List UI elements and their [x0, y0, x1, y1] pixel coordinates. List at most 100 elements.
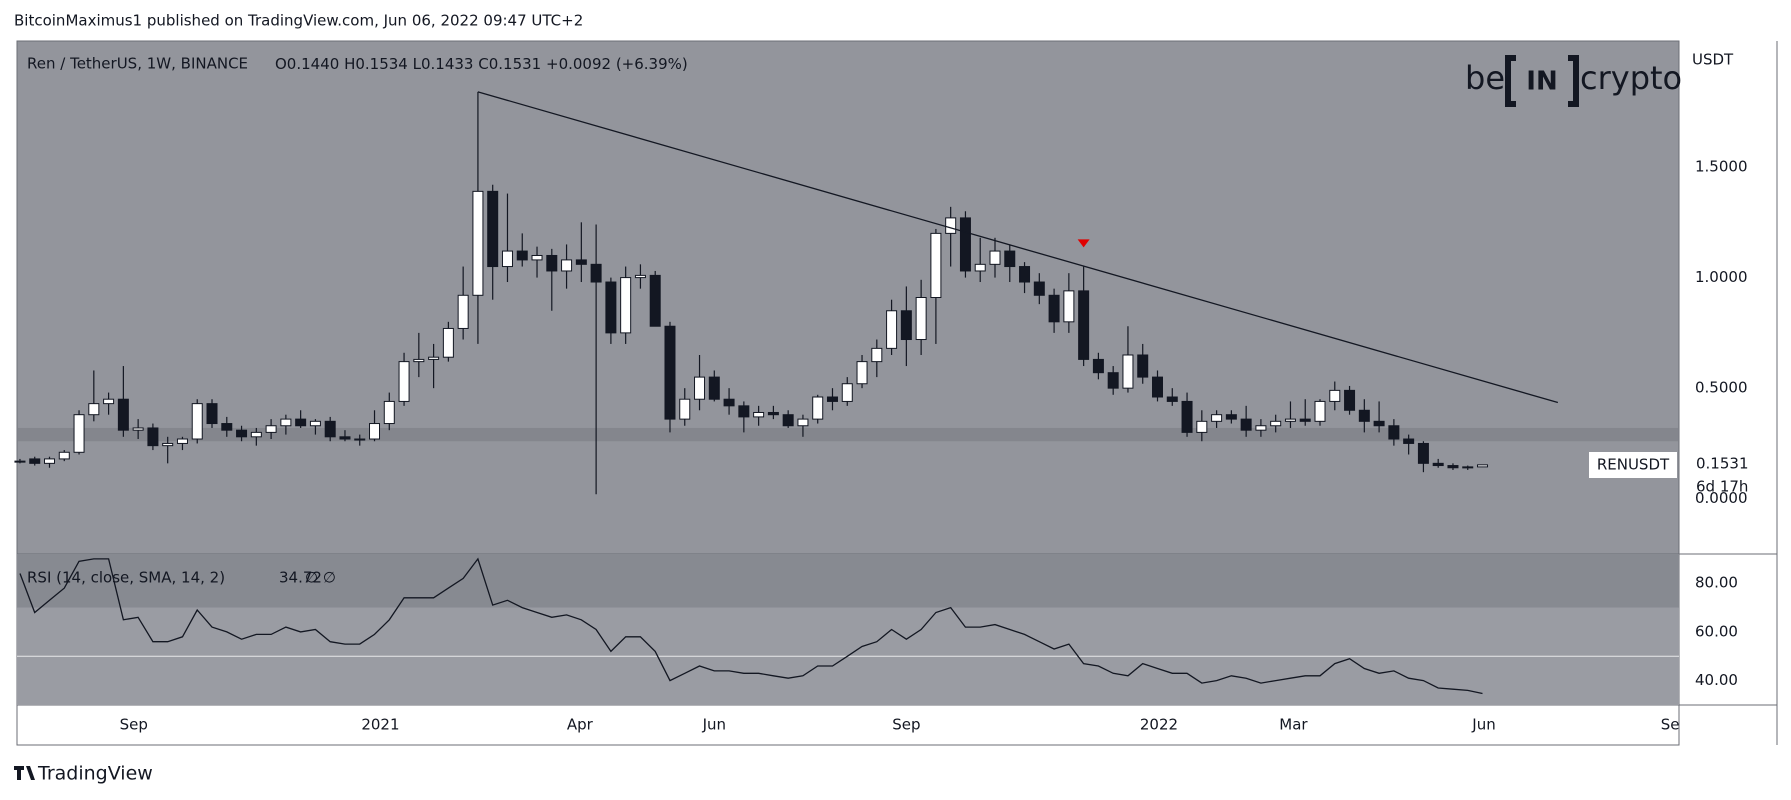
candle-body — [176, 438, 188, 444]
candle-body — [1270, 420, 1282, 427]
candle-body — [841, 383, 853, 402]
candle-body — [236, 429, 248, 438]
candle-body — [1107, 372, 1119, 389]
candle-body — [132, 427, 144, 431]
candle-body — [694, 376, 706, 400]
candle-body — [959, 217, 971, 272]
candle-body — [1004, 250, 1016, 268]
x-tick-label: Sep — [120, 716, 148, 734]
candle-body — [73, 414, 85, 453]
candle-body — [1417, 442, 1429, 464]
x-tick-label: Se — [1661, 716, 1680, 734]
marker — [1077, 239, 1090, 248]
candle-body — [634, 274, 646, 279]
ohlc-readout: O0.1440 H0.1534 L0.1433 C0.1531 +0.0092 … — [275, 55, 688, 73]
x-tick-label: 2022 — [1140, 716, 1178, 734]
candle-body — [1063, 290, 1075, 323]
candle-body — [1284, 418, 1296, 422]
candle-body — [1181, 400, 1193, 433]
support-zone — [17, 427, 1679, 442]
rsi-upper-zone — [17, 554, 1679, 608]
candle-body — [1078, 290, 1090, 360]
candle-body — [1196, 420, 1208, 433]
candle-body — [265, 425, 277, 433]
candle-body — [1240, 418, 1252, 431]
candle-body — [191, 403, 203, 440]
price-tag-text: 0.1531 — [1696, 455, 1749, 473]
y-tick-label: 1.0000 — [1695, 268, 1748, 286]
candle-body — [369, 423, 381, 440]
candle-body — [871, 347, 883, 363]
candle-body — [295, 418, 307, 427]
candle-body — [487, 190, 499, 268]
candle-body — [945, 217, 957, 234]
candle-body — [812, 396, 824, 420]
footer-icon — [14, 766, 35, 780]
candle-body — [679, 398, 691, 420]
candle-body — [428, 356, 440, 360]
candle-body — [561, 259, 573, 272]
candle-body — [738, 405, 750, 418]
candle-body — [250, 431, 262, 438]
candle-body — [826, 396, 838, 402]
candle-body — [324, 420, 336, 438]
x-tick-label: Mar — [1279, 716, 1308, 734]
candle-body — [147, 427, 159, 447]
candle-body — [339, 436, 351, 440]
candle-body — [753, 411, 765, 418]
footer-brand: TradingView — [37, 763, 153, 785]
symbol-tag — [1589, 452, 1677, 478]
candle-body — [1048, 294, 1060, 323]
candle-body — [1329, 389, 1341, 402]
readout-item: O0.1440 — [275, 55, 339, 73]
rsi-title: RSI (14, close, SMA, 14, 2) — [27, 569, 225, 587]
x-tick-label: Jun — [1471, 716, 1495, 734]
currency: USDT — [1692, 51, 1734, 69]
candle-body — [162, 442, 174, 447]
candle-body — [516, 250, 528, 261]
candle-body — [280, 418, 292, 427]
candle-body — [117, 398, 129, 431]
candle-body — [856, 361, 868, 385]
candle-body — [1122, 354, 1134, 389]
candle-body — [29, 458, 41, 464]
countdown: 6d 17h — [1696, 478, 1748, 496]
candle-body — [723, 398, 735, 407]
candle-body — [590, 263, 602, 283]
candle-body — [1166, 396, 1178, 402]
y-tick-label: 0.0000 — [1695, 489, 1748, 507]
candle-body — [1388, 425, 1400, 440]
candle-body — [1092, 358, 1104, 374]
rsi-tick-label: 40.00 — [1695, 671, 1738, 689]
candle-body — [103, 398, 115, 405]
candle-body — [708, 376, 720, 400]
rsi-value: 34.72 — [279, 569, 322, 587]
candle-body — [1447, 465, 1459, 469]
logo-crypto: crypto — [1580, 59, 1682, 97]
candle-body — [1211, 414, 1223, 422]
logo-in: IN — [1526, 67, 1557, 97]
candle-body — [782, 414, 794, 427]
candle-body — [383, 400, 395, 425]
y-tick-label: 1.5000 — [1695, 158, 1748, 176]
candle-body — [1225, 414, 1237, 420]
candle-body — [1477, 464, 1489, 468]
candle-body — [767, 411, 779, 416]
candle-body — [44, 458, 56, 464]
candle-body — [915, 297, 927, 341]
candle-body — [1344, 389, 1356, 411]
price-panel — [17, 41, 1679, 554]
candle-body — [1299, 418, 1311, 422]
candle-body — [605, 281, 617, 334]
x-tick-label: 2021 — [361, 716, 399, 734]
logo-brackets — [1505, 55, 1579, 107]
candle-body — [1314, 400, 1326, 422]
x-tick-label: Jun — [702, 716, 726, 734]
plot — [14, 91, 1679, 705]
candle-body — [398, 361, 410, 402]
candle-body — [88, 403, 100, 416]
candle-body — [1152, 376, 1164, 398]
candle-body — [1033, 281, 1045, 296]
